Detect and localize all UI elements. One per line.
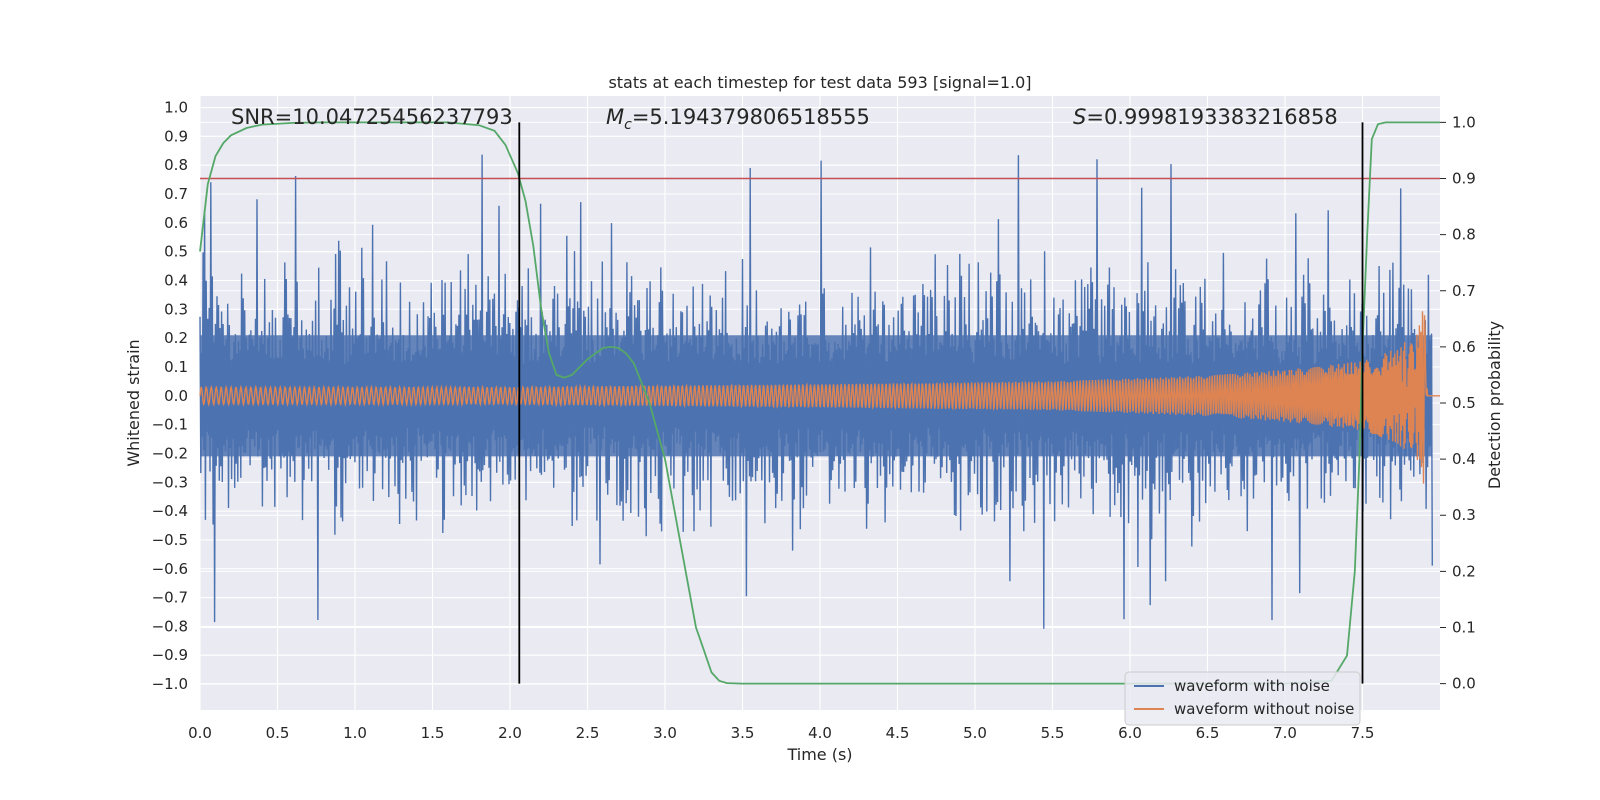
s-symbol: S: [1073, 105, 1086, 129]
y-right-tick-label: 0.9: [1452, 170, 1476, 188]
x-tick-labels: 0.0 0.5 1.0 1.5 2.0 2.5 3.0 3.5 4.0 4.5 5.0 5.5 6.0 6…: [188, 724, 1374, 742]
marker-layer: [518, 122, 1364, 684]
x-tick-label: 7.5: [1351, 724, 1375, 742]
x-tick-label: 4.5: [886, 724, 910, 742]
x-tick-label: 6.0: [1118, 724, 1142, 742]
probability-series: [199, 121, 1440, 685]
y-left-tick-label: 0.2: [164, 329, 188, 347]
y-right-tick-label: 0.8: [1452, 226, 1476, 244]
x-tick-label: 4.0: [808, 724, 832, 742]
y-left-tick-label: −0.4: [152, 502, 188, 520]
x-tick-label: 2.0: [498, 724, 522, 742]
y-left-tick-labels: 1.0 0.9 0.8 0.7 0.6 0.5 0.4 0.3 0.2 0.1 0.0 −0.1 −0.…: [152, 99, 188, 694]
x-tick-label: 3.5: [731, 724, 755, 742]
legend-box: [1124, 671, 1361, 726]
chirp-mass-symbol: M: [606, 105, 624, 129]
y-left-tick-label: −0.2: [152, 444, 188, 462]
x-tick-label: 0.0: [188, 724, 212, 742]
s-annotation: S=0.9998193383216858: [1073, 105, 1338, 129]
y-right-tick-label: 0.5: [1452, 394, 1476, 412]
y-right-tick-label: 0.3: [1452, 506, 1476, 524]
y-axis-label-left: Whitened strain: [124, 339, 143, 466]
y-left-tick-label: −1.0: [152, 675, 188, 693]
legend-label-clean: waveform without noise: [1174, 700, 1354, 718]
y-left-tick-label: −0.8: [152, 617, 188, 635]
legend: waveform with noise waveform without noi…: [1124, 671, 1361, 726]
x-tick-label: 2.5: [576, 724, 600, 742]
x-axis-label: Time (s): [786, 745, 852, 764]
y-right-tick-label: 0.2: [1452, 562, 1476, 580]
snr-annotation: SNR=10.04725456237793: [231, 105, 513, 129]
x-tick-label: 7.0: [1273, 724, 1297, 742]
clean-series: [199, 311, 1440, 484]
legend-label-noise: waveform with noise: [1174, 677, 1330, 695]
x-tick-label: 5.0: [963, 724, 987, 742]
y-left-tick-label: 0.7: [164, 185, 188, 203]
x-tick-label: 3.0: [653, 724, 677, 742]
y-right-tick-label: 0.7: [1452, 282, 1476, 300]
x-tick-label: 1.0: [343, 724, 367, 742]
y-right-tick-label: 0.1: [1452, 618, 1476, 636]
y-left-tick-label: −0.3: [152, 473, 188, 491]
chirp-mass-subscript: c: [624, 117, 632, 133]
y-right-tick-label: 0.6: [1452, 338, 1476, 356]
chirp-mass-value: =5.194379806518555: [632, 105, 870, 129]
x-tick-label: 5.5: [1041, 724, 1065, 742]
y-left-tick-label: 0.8: [164, 156, 188, 174]
y-left-tick-label: −0.9: [152, 646, 188, 664]
y-left-tick-label: 0.6: [164, 214, 188, 232]
y-left-tick-label: 0.5: [164, 243, 188, 261]
x-tick-label: 0.5: [266, 724, 290, 742]
y-right-tick-labels: 1.0 0.9 0.8 0.7 0.6 0.5 0.4 0.3 0.2 0.1 0.0: [1440, 113, 1476, 693]
y-left-tick-label: −0.7: [152, 589, 188, 607]
x-tick-label: 1.5: [421, 724, 445, 742]
s-value: =0.9998193383216858: [1086, 105, 1337, 129]
y-left-tick-label: −0.1: [152, 416, 188, 434]
y-right-tick-label: 1.0: [1452, 113, 1476, 131]
y-left-tick-label: 0.1: [164, 358, 188, 376]
clean-waveform-line: [199, 311, 1440, 484]
detection-probability-line: [199, 121, 1440, 685]
y-right-tick-label: 0.0: [1452, 675, 1476, 693]
y-left-tick-label: 0.4: [164, 271, 188, 289]
chart-title: stats at each timestep for test data 593…: [608, 73, 1031, 92]
x-tick-label: 6.5: [1196, 724, 1220, 742]
y-left-tick-label: 0.9: [164, 127, 188, 145]
y-left-tick-label: −0.5: [152, 531, 188, 549]
y-right-tick-label: 0.4: [1452, 450, 1476, 468]
y-axis-label-right: Detection probability: [1485, 321, 1504, 489]
y-left-tick-label: 0.0: [164, 387, 188, 405]
y-left-tick-label: 0.3: [164, 300, 188, 318]
y-left-tick-label: 1.0: [164, 99, 188, 117]
chirp-mass-annotation: Mc=5.194379806518555: [606, 105, 870, 133]
y-left-tick-label: −0.6: [152, 560, 188, 578]
